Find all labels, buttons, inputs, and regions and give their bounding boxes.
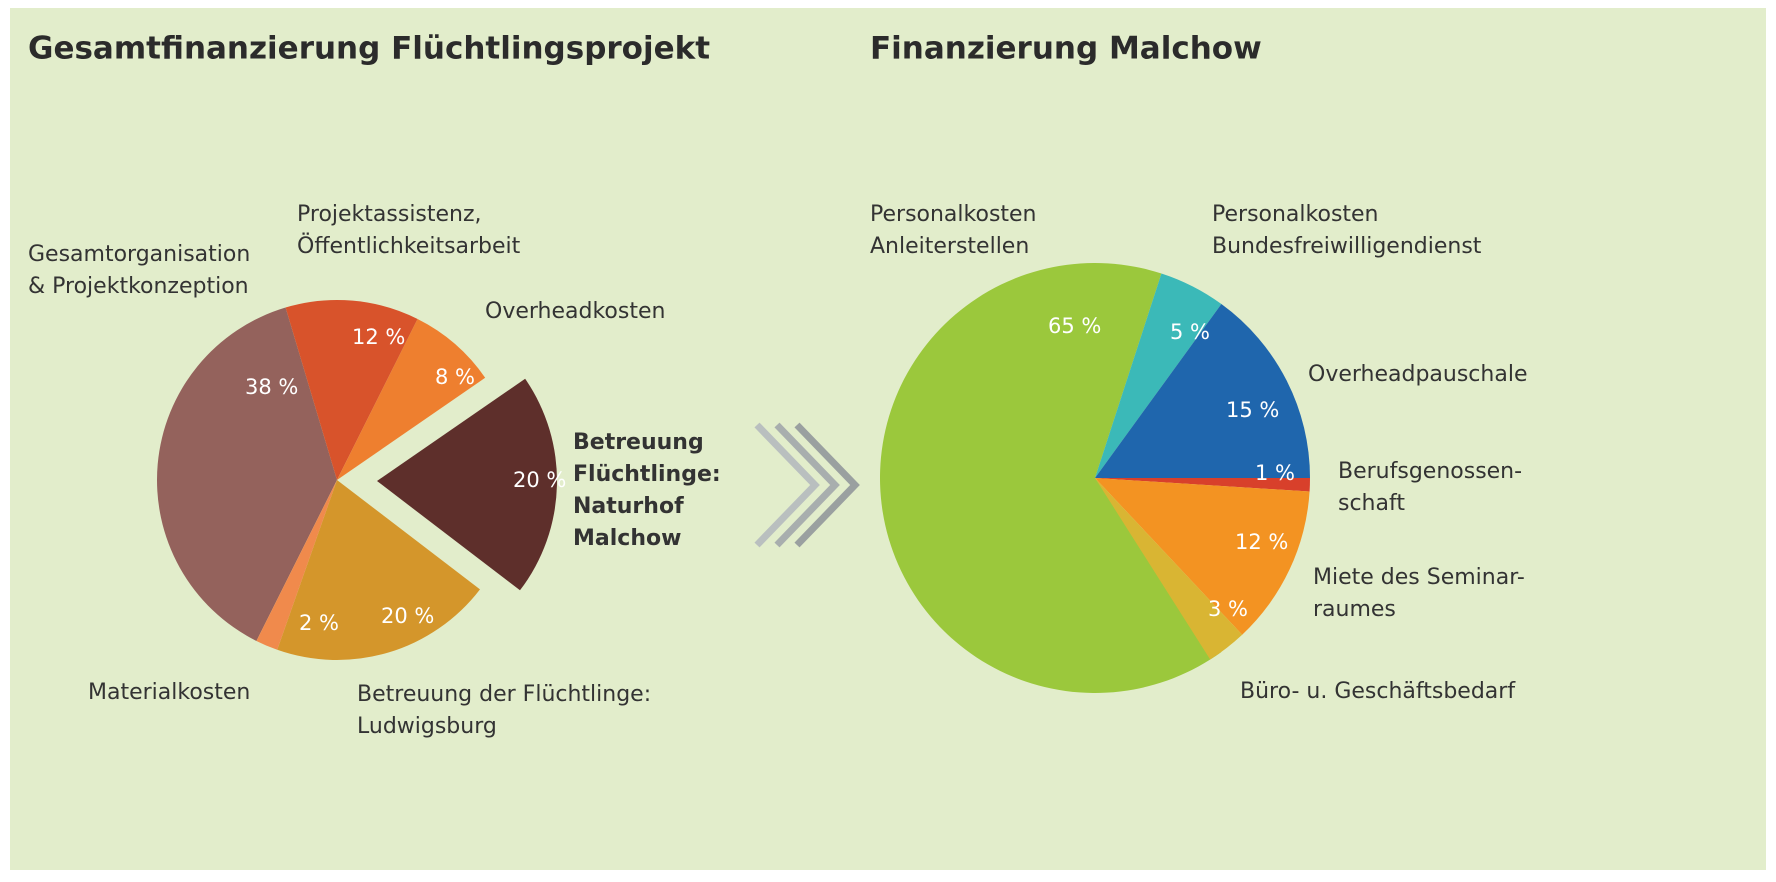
slice-label: & Projektkonzeption	[28, 274, 249, 299]
slice-label: Materialkosten	[88, 680, 250, 705]
slice-label: Personalkosten	[870, 202, 1037, 227]
pie-slice	[879, 262, 1222, 693]
slice-label: Miete des Seminar-	[1313, 565, 1525, 590]
slice-label: Betreuung	[573, 430, 704, 455]
value-label: 1 %	[1255, 461, 1295, 485]
pie-slice	[1095, 304, 1310, 478]
value-label: 38 %	[245, 375, 298, 399]
slice-label: Bundesfreiwilligendienst	[1212, 234, 1482, 259]
value-label: 8 %	[435, 365, 475, 389]
pie-slice	[256, 480, 337, 650]
slice-label: Flüchtlinge:	[573, 462, 721, 487]
pie-slice	[376, 378, 557, 591]
pie-slice	[1095, 478, 1310, 635]
pie-slice	[1095, 478, 1243, 660]
slice-label: Overheadkosten	[485, 299, 665, 324]
slice-label: Projektassistenz,	[297, 202, 482, 227]
slice-label: Betreuung der Flüchtlinge:	[357, 682, 651, 707]
slice-label: schaft	[1338, 491, 1405, 516]
pie-slice	[1095, 478, 1310, 492]
chart-title: Gesamtfinanzierung Flüchtlingsprojekt	[28, 31, 710, 67]
slice-label: Overheadpauschale	[1308, 362, 1527, 387]
value-label: 3 %	[1208, 597, 1248, 621]
pie-slice	[285, 300, 418, 480]
value-label: 65 %	[1048, 314, 1101, 338]
slice-label: Büro- u. Geschäftsbedarf	[1240, 679, 1516, 704]
arrow-chevrons	[754, 422, 860, 548]
value-label: 2 %	[299, 611, 339, 635]
value-label: 20 %	[381, 604, 434, 628]
slice-label: Personalkosten	[1212, 202, 1379, 227]
slice-label: Berufsgenossen-	[1338, 459, 1522, 484]
slice-label: Naturhof	[573, 494, 684, 519]
pie-slice	[337, 319, 486, 480]
slice-label: Ludwigsburg	[357, 714, 497, 739]
value-label: 5 %	[1170, 320, 1210, 344]
slice-label: Öffentlichkeitsarbeit	[297, 233, 521, 259]
value-label: 20 %	[513, 468, 566, 492]
slice-label: Gesamtorganisation	[28, 242, 250, 267]
slice-label: raumes	[1313, 597, 1396, 622]
chart-title: Finanzierung Malchow	[870, 31, 1262, 67]
value-label: 12 %	[1235, 530, 1288, 554]
pie-slice	[1095, 273, 1222, 478]
slice-label: Malchow	[573, 526, 681, 551]
value-label: 15 %	[1226, 398, 1279, 422]
slice-label: Anleiterstellen	[870, 234, 1029, 259]
pie-slice	[277, 480, 480, 660]
pie-slice	[156, 307, 337, 641]
value-label: 12 %	[352, 325, 405, 349]
